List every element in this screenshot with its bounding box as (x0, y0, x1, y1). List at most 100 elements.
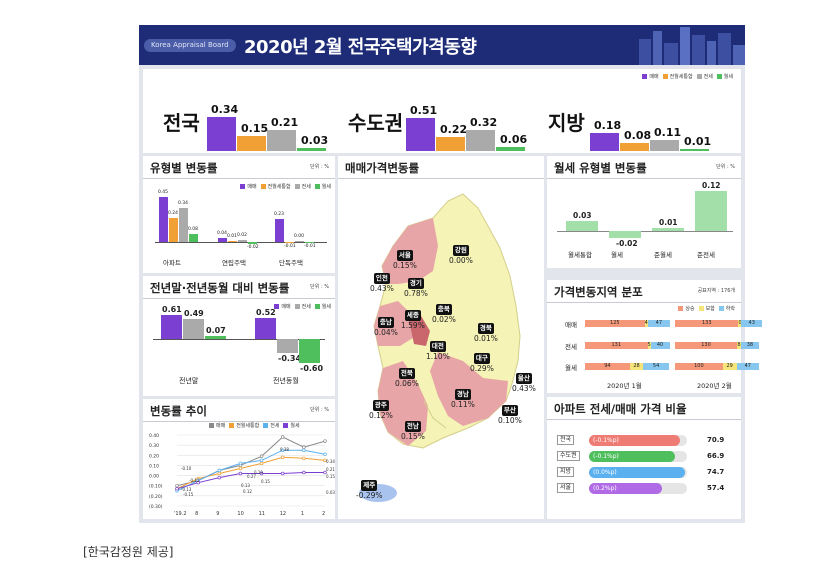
type-bar-label: 0.01 (227, 234, 238, 239)
type-bar (248, 242, 257, 244)
trend-point (217, 468, 222, 473)
trend-point (302, 445, 306, 449)
map-region-name: 경북 (477, 323, 494, 334)
map-region-name: 부산 (501, 405, 518, 416)
trend-panel-title: 변동률 추이 (150, 404, 207, 418)
ratio-bar: (0.0%p) (589, 467, 685, 478)
map-region-name: 인천 (373, 273, 390, 284)
summary-bar-label: 0.34 (211, 103, 239, 117)
legend-monthly: 월세 (321, 304, 331, 310)
map-region-value: 0.15% (393, 261, 417, 270)
map-region-value: 1.10% (426, 352, 450, 361)
monthly-bar-label: 0.12 (702, 181, 721, 191)
monthly-panel-unit: 단위 : % (716, 164, 735, 170)
dist-segment: 40 (650, 342, 670, 349)
trend-point (217, 475, 222, 480)
monthly-category-label: 월세 (611, 251, 623, 259)
legend-jeonse: 전세 (301, 304, 311, 310)
map-region-value: 0.02% (432, 315, 456, 324)
type-bar (169, 218, 178, 242)
map-region-15: 전남 0.15% (401, 421, 425, 441)
type-panel-title: 유형별 변동률 (150, 161, 218, 175)
dist-panel-unit: 공표지역 : 176개 (697, 288, 735, 294)
summary-bar (680, 149, 709, 151)
ratio-panel-title: 아파트 전세/매매 가격 비율 (554, 402, 687, 416)
image-caption: [한국감정원 제공] (83, 545, 174, 559)
trend-xtick: 10 (237, 511, 243, 517)
dist-segment: 0 (738, 320, 742, 327)
type-bar-label: 0.02 (237, 233, 248, 238)
map-region-value: 0.11% (451, 400, 475, 409)
trend-data-label: 0.19 (254, 470, 263, 475)
map-region-name: 경기 (407, 278, 424, 289)
dist-segment: 43 (741, 320, 762, 327)
compare-bar (299, 339, 320, 363)
legend-sale: 매매 (281, 304, 291, 310)
trend-data-label: 0.27 (247, 474, 256, 479)
map-region-4: 충남 0.04% (374, 317, 398, 337)
compare-panel: 전년말·전년동월 대비 변동률 단위 : % 매매 전세 월세 0.61 0.49 0.… (143, 276, 335, 396)
trend-xtick: 9 (216, 511, 219, 517)
map-region-name: 경남 (454, 389, 471, 400)
compare-bar (161, 314, 182, 339)
legend-monthly: 월세 (723, 74, 733, 80)
trend-point (259, 454, 264, 459)
monthly-bar-label: -0.02 (616, 238, 638, 248)
monthly-rent-panel: 월세 유형별 변동률 단위 : % 0.03 월세통합 -0.02 월세 0.01 준월세… (547, 156, 741, 268)
summary-bar-label: 0.15 (241, 122, 269, 136)
summary-bar-label: 0.51 (410, 103, 438, 117)
map-region-14: 부산 0.10% (498, 405, 522, 425)
type-bar-label: 0.45 (158, 190, 169, 195)
header-banner: Korea Appraisal Board 2020년 2월 전국주택가격동향 (139, 25, 745, 65)
type-bar (275, 219, 284, 242)
map-region-1: 인천 0.43% (370, 273, 394, 293)
compare-panel-title: 전년말·전년동월 대비 변동률 (150, 281, 290, 295)
map-region-3: 강원 0.00% (449, 245, 473, 265)
summary-bar-label: 0.06 (500, 133, 528, 147)
type-bar-label: -0.02 (247, 245, 259, 250)
type-bar-label: 0.34 (178, 201, 189, 206)
type-bar (305, 242, 314, 243)
legend-sale: 매매 (216, 423, 226, 429)
map-region-value: 0.04% (374, 328, 398, 337)
trend-point (259, 471, 264, 476)
trend-xtick: 12 (280, 511, 286, 517)
ratio-bar: (-0.1%p) (589, 451, 675, 462)
trend-data-label: 0.21 (326, 467, 335, 472)
summary-bar-label: 0.32 (470, 116, 498, 130)
trend-xtick: '19.2 (174, 511, 187, 517)
dist-segment: 29 (722, 363, 737, 370)
type-category-label: 단독주택 (279, 259, 303, 267)
trend-ytick: 0.00 (149, 474, 159, 480)
trend-series-line (176, 472, 325, 490)
map-region-0: 서울 0.15% (393, 250, 417, 270)
map-region-8: 대전 1.10% (426, 341, 450, 361)
summary-bar (590, 133, 619, 151)
trend-point (259, 458, 264, 463)
dist-segment: 47 (647, 320, 671, 327)
dist-segment: 130 (675, 342, 738, 349)
map-region-name: 서울 (396, 250, 413, 261)
compare-category-label: 전년말 (179, 377, 199, 385)
map-region-11: 울산 0.43% (512, 373, 536, 393)
trend-data-label: -0.13 (181, 487, 192, 492)
type-category-label: 연립주택 (222, 259, 246, 267)
compare-axis (153, 339, 325, 340)
trend-point (196, 480, 200, 485)
type-bar (218, 238, 227, 242)
trend-point (302, 448, 306, 452)
trend-panel-unit: 단위 : % (310, 407, 329, 413)
trend-xtick: 1 (301, 511, 304, 517)
map-region-value: 0.10% (498, 416, 522, 425)
trend-ytick: 0.30 (149, 443, 159, 449)
map-panel: 매매가격변동률 서울 0.15% 인천 0.43% 경기 0.78% 강원 0.00% 충남 0.… (338, 156, 544, 519)
type-bar-label: 0.24 (168, 211, 179, 216)
summary-bar-label: 0.22 (440, 122, 468, 136)
trend-ytick: 0.40 (149, 433, 159, 439)
type-bar (295, 241, 304, 242)
map-region-value: 0.06% (395, 379, 419, 388)
type-bar (285, 242, 294, 243)
dist-segment: 94 (585, 363, 630, 370)
legend-jeonse: 전세 (270, 423, 280, 429)
dist-period-label: 2020년 1월 (607, 382, 642, 390)
